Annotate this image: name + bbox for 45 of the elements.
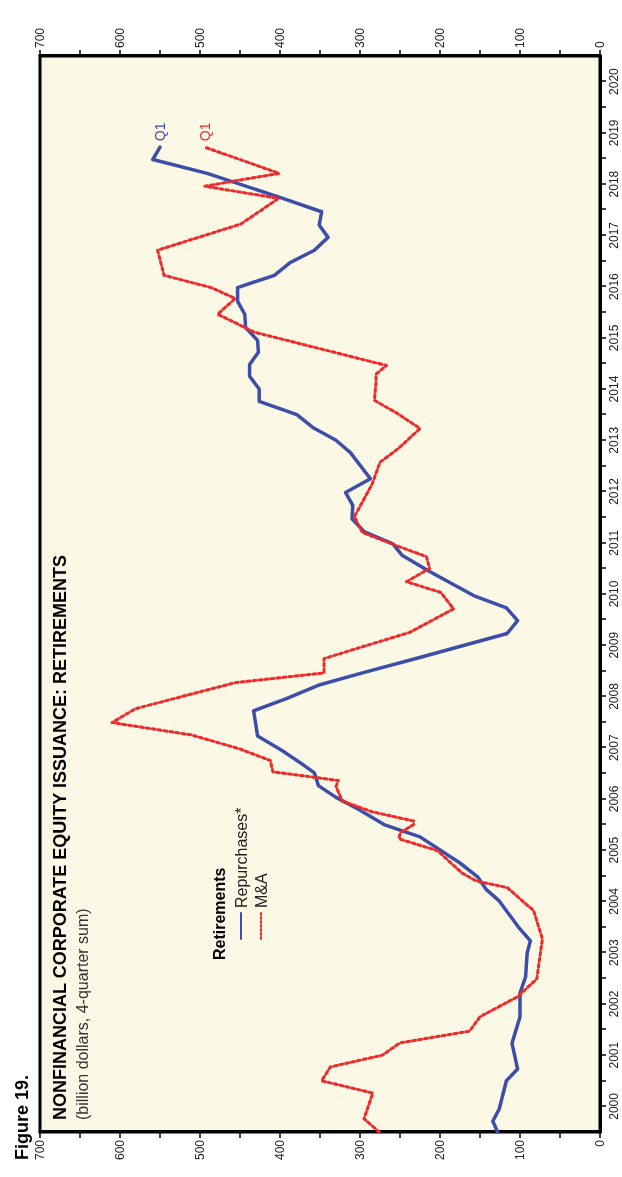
y-tick-label: 2011 bbox=[607, 529, 621, 556]
y-tick-label: 2014 bbox=[607, 375, 621, 403]
text: M&A bbox=[252, 873, 270, 908]
y-tick-label: 2003 bbox=[607, 939, 621, 967]
annotation: Q1 bbox=[152, 122, 168, 142]
y-tick-label: 2019 bbox=[607, 119, 621, 147]
x2-tick-label: 200 bbox=[433, 1139, 447, 1161]
y-tick-label: 2017 bbox=[607, 221, 621, 249]
y-tick-label: 2004 bbox=[607, 887, 621, 915]
y-tick-label: 2008 bbox=[607, 682, 621, 710]
text: NONFINANCIAL CORPORATE EQUITY ISSUANCE: RETIREMENTS bbox=[50, 554, 70, 1120]
y-tick-label: 2015 bbox=[607, 324, 621, 352]
text: Repurchases* bbox=[232, 807, 250, 908]
x2-tick-label: 400 bbox=[273, 1139, 287, 1161]
y-tick-label: 2018 bbox=[607, 170, 621, 198]
x2-tick-label: 100 bbox=[513, 1139, 527, 1161]
x2-tick-label: 500 bbox=[193, 1139, 207, 1161]
y-tick-label: 2020 bbox=[607, 67, 621, 95]
x-tick-label: 100 bbox=[513, 27, 527, 48]
y-tick-label: 2005 bbox=[607, 836, 621, 864]
y-tick-label: 2012 bbox=[607, 477, 621, 505]
x2-tick-label: 0 bbox=[593, 1139, 607, 1147]
y-tick-label: 2000 bbox=[607, 1092, 621, 1120]
x-tick-label: 0 bbox=[593, 41, 607, 48]
x-tick-label: 400 bbox=[273, 27, 287, 48]
y-tick-label: 2016 bbox=[607, 272, 621, 300]
x2-tick-label: 700 bbox=[33, 1139, 47, 1161]
text: (billion dollars, 4-quarter sum) bbox=[73, 908, 91, 1120]
y-tick-label: 2001 bbox=[607, 1041, 621, 1069]
y-tick-label: 2013 bbox=[607, 426, 621, 454]
x-tick-label: 200 bbox=[433, 27, 447, 48]
x2-tick-label: 300 bbox=[353, 1139, 367, 1161]
x-tick-label: 600 bbox=[113, 27, 127, 48]
x2-tick-label: 600 bbox=[113, 1139, 127, 1161]
y-tick-label: 2010 bbox=[607, 580, 621, 608]
y-tick-label: 2009 bbox=[607, 631, 621, 659]
caption: Figure 19. bbox=[12, 1074, 32, 1160]
legend-title: Retirements bbox=[210, 867, 228, 960]
y-tick-label: 2002 bbox=[607, 990, 621, 1018]
x-tick-label: 500 bbox=[193, 27, 207, 48]
y-tick-label: 2006 bbox=[607, 785, 621, 813]
x-tick-label: 700 bbox=[33, 27, 47, 48]
y-tick-label: 2007 bbox=[607, 734, 621, 762]
annotation: Q1 bbox=[196, 122, 213, 142]
x-tick-label: 300 bbox=[353, 27, 367, 48]
